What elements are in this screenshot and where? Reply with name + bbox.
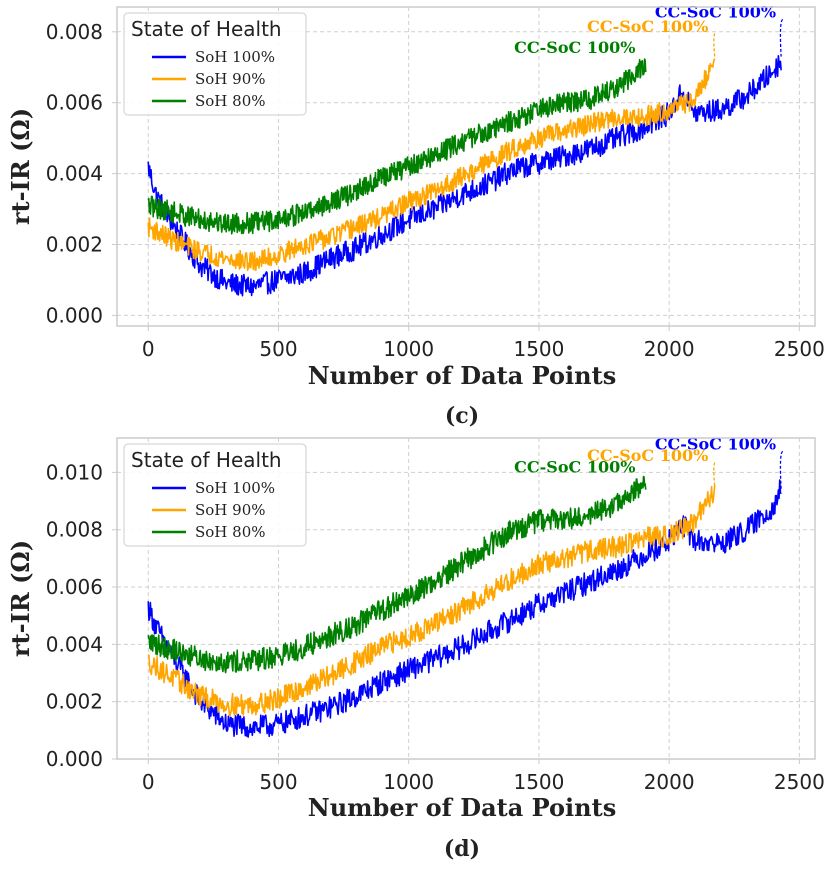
series-line-soh-80 [147,475,647,674]
legend-title: State of Health [131,448,282,472]
y-tick-label: 0.008 [46,20,103,44]
annotation-arrow [713,33,716,57]
series-line-soh-100 [147,54,782,297]
x-tick-label: 0 [142,337,155,361]
annotation-cc-soc-label: CC-SoC 100% [655,3,776,22]
y-tick-label: 0.006 [46,91,103,115]
legend-label: SoH 80% [195,523,266,541]
legend: State of Health SoH 100% SoH 90% SoH 80% [123,443,307,547]
y-tick-label: 0.010 [46,460,103,484]
legend-label: SoH 90% [195,501,266,519]
panel-label: (d) [444,836,480,862]
annotation-cc-soc-label: CC-SoC 100% [587,446,708,465]
annotation-cc-soc-label: CC-SoC 100% [514,457,635,476]
x-tick-label: 0 [142,770,155,794]
legend-box [123,12,307,116]
axes-frame [116,6,816,327]
x-axis-title: Number of Data Points [308,793,616,822]
x-tick-label: 2500 [774,770,825,794]
annotation-cc-soc-label: CC-SoC 100% [514,38,635,57]
x-tick-label: 1500 [513,337,564,361]
legend: State of Health SoH 100% SoH 90% SoH 80% [123,12,307,116]
chart-panel-c: 0 500 1000 1500 2000 2500 0.000 0.002 0.004 0.006… [6,3,825,429]
x-tick-label: 1500 [513,770,564,794]
y-tick-label: 0.006 [46,575,103,599]
annotation-cc-soc-label: CC-SoC 100% [655,434,776,453]
legend-label: SoH 100% [195,479,275,497]
x-tick-label: 1000 [383,337,434,361]
y-tick-label: 0.004 [46,162,103,186]
series-line-soh-80 [147,58,647,235]
legend-label: SoH 100% [195,48,275,66]
y-axis-title: rt-IR (Ω) [6,108,35,225]
legend-box [123,443,307,547]
y-tick-label: 0.000 [46,747,103,771]
chart-panel-d: 0 500 1000 1500 2000 2500 0.000 0.002 0.004 0.006… [6,434,825,862]
annotation-cc-soc-label: CC-SoC 100% [587,17,708,36]
legend-title: State of Health [131,17,282,41]
annotation-arrow [779,450,784,490]
x-axis-title: Number of Data Points [308,361,616,390]
panel-label: (c) [445,403,479,429]
y-tick-label: 0.002 [46,690,103,714]
series-line-soh-90 [147,484,716,717]
series-line-soh-90 [147,58,716,272]
y-tick-label: 0.008 [46,518,103,542]
y-tick-label: 0.004 [46,632,103,656]
x-tick-label: 2000 [644,770,695,794]
axes-frame [116,437,816,760]
annotation-arrow [713,462,716,487]
x-tick-label: 2000 [644,337,695,361]
legend-label: SoH 90% [195,70,266,88]
x-tick-label: 1000 [383,770,434,794]
annotation-arrow [779,18,784,57]
x-tick-label: 500 [259,770,297,794]
x-tick-label: 500 [259,337,297,361]
y-axis-title: rt-IR (Ω) [6,540,35,657]
y-tick-label: 0.000 [46,303,103,327]
y-tick-label: 0.002 [46,232,103,256]
legend-label: SoH 80% [195,92,266,110]
x-tick-label: 2500 [774,337,825,361]
